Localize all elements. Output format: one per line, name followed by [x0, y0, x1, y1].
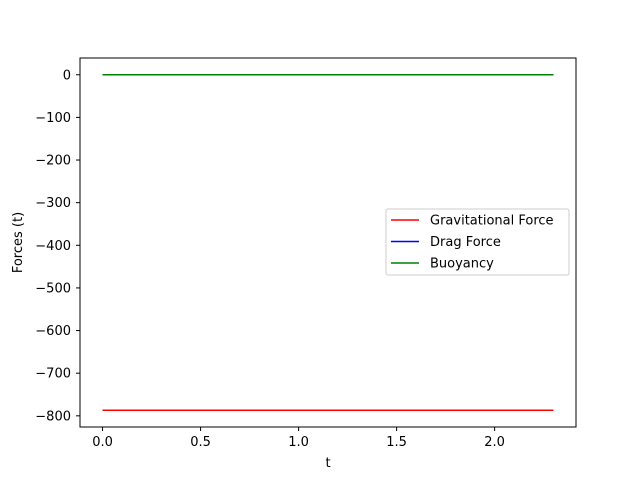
y-tick-label: −500 — [35, 281, 71, 296]
legend-label-0: Gravitational Force — [430, 214, 554, 229]
y-tick-label: −200 — [35, 154, 71, 169]
legend-label-1: Drag Force — [430, 235, 501, 250]
y-tick-label: −700 — [35, 367, 71, 382]
y-tick-label: −300 — [35, 196, 71, 211]
x-axis: 0.0 0.5 1.0 1.5 2.0 — [92, 427, 505, 450]
x-tick-label: 1.5 — [386, 435, 407, 450]
series-layer — [102, 74, 554, 411]
legend-label-2: Buoyancy — [430, 257, 494, 272]
plot-frame — [79, 57, 577, 428]
legend: Gravitational Force Drag Force Buoyancy — [385, 208, 570, 276]
x-axis-label: t — [325, 456, 330, 471]
x-tick-label: 1.0 — [288, 435, 309, 450]
y-tick-label: −100 — [35, 111, 71, 126]
x-tick-label: 0.0 — [92, 435, 113, 450]
x-tick-label: 0.5 — [190, 435, 211, 450]
y-tick-label: −600 — [35, 324, 71, 339]
y-axis-label: Forces (t) — [11, 212, 26, 273]
y-tick-label: 0 — [63, 68, 71, 83]
x-tick-label: 2.0 — [484, 435, 505, 450]
y-tick-label: −400 — [35, 239, 71, 254]
y-tick-label: −800 — [35, 409, 71, 424]
y-axis: 0 −100 −200 −300 −400 −500 −600 −700 −800 — [35, 68, 80, 424]
legend-box — [385, 208, 570, 276]
